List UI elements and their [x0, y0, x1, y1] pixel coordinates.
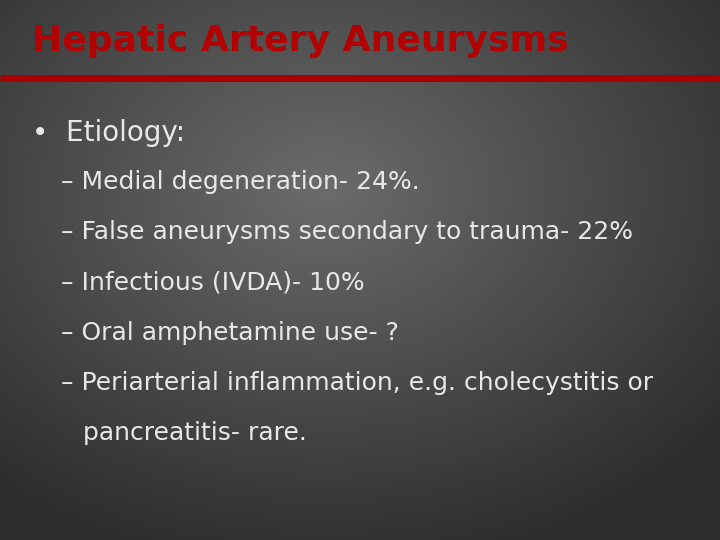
Text: Hepatic Artery Aneurysms: Hepatic Artery Aneurysms	[32, 24, 569, 58]
Text: – Periarterial inflammation, e.g. cholecystitis or: – Periarterial inflammation, e.g. cholec…	[61, 371, 653, 395]
Text: pancreatitis- rare.: pancreatitis- rare.	[83, 421, 307, 445]
Text: – Medial degeneration- 24%.: – Medial degeneration- 24%.	[61, 170, 420, 194]
Text: – False aneurysms secondary to trauma- 22%: – False aneurysms secondary to trauma- 2…	[61, 220, 633, 244]
Text: •  Etiology:: • Etiology:	[32, 119, 186, 147]
Text: – Oral amphetamine use- ?: – Oral amphetamine use- ?	[61, 321, 399, 345]
Text: – Infectious (IVDA)- 10%: – Infectious (IVDA)- 10%	[61, 271, 365, 294]
